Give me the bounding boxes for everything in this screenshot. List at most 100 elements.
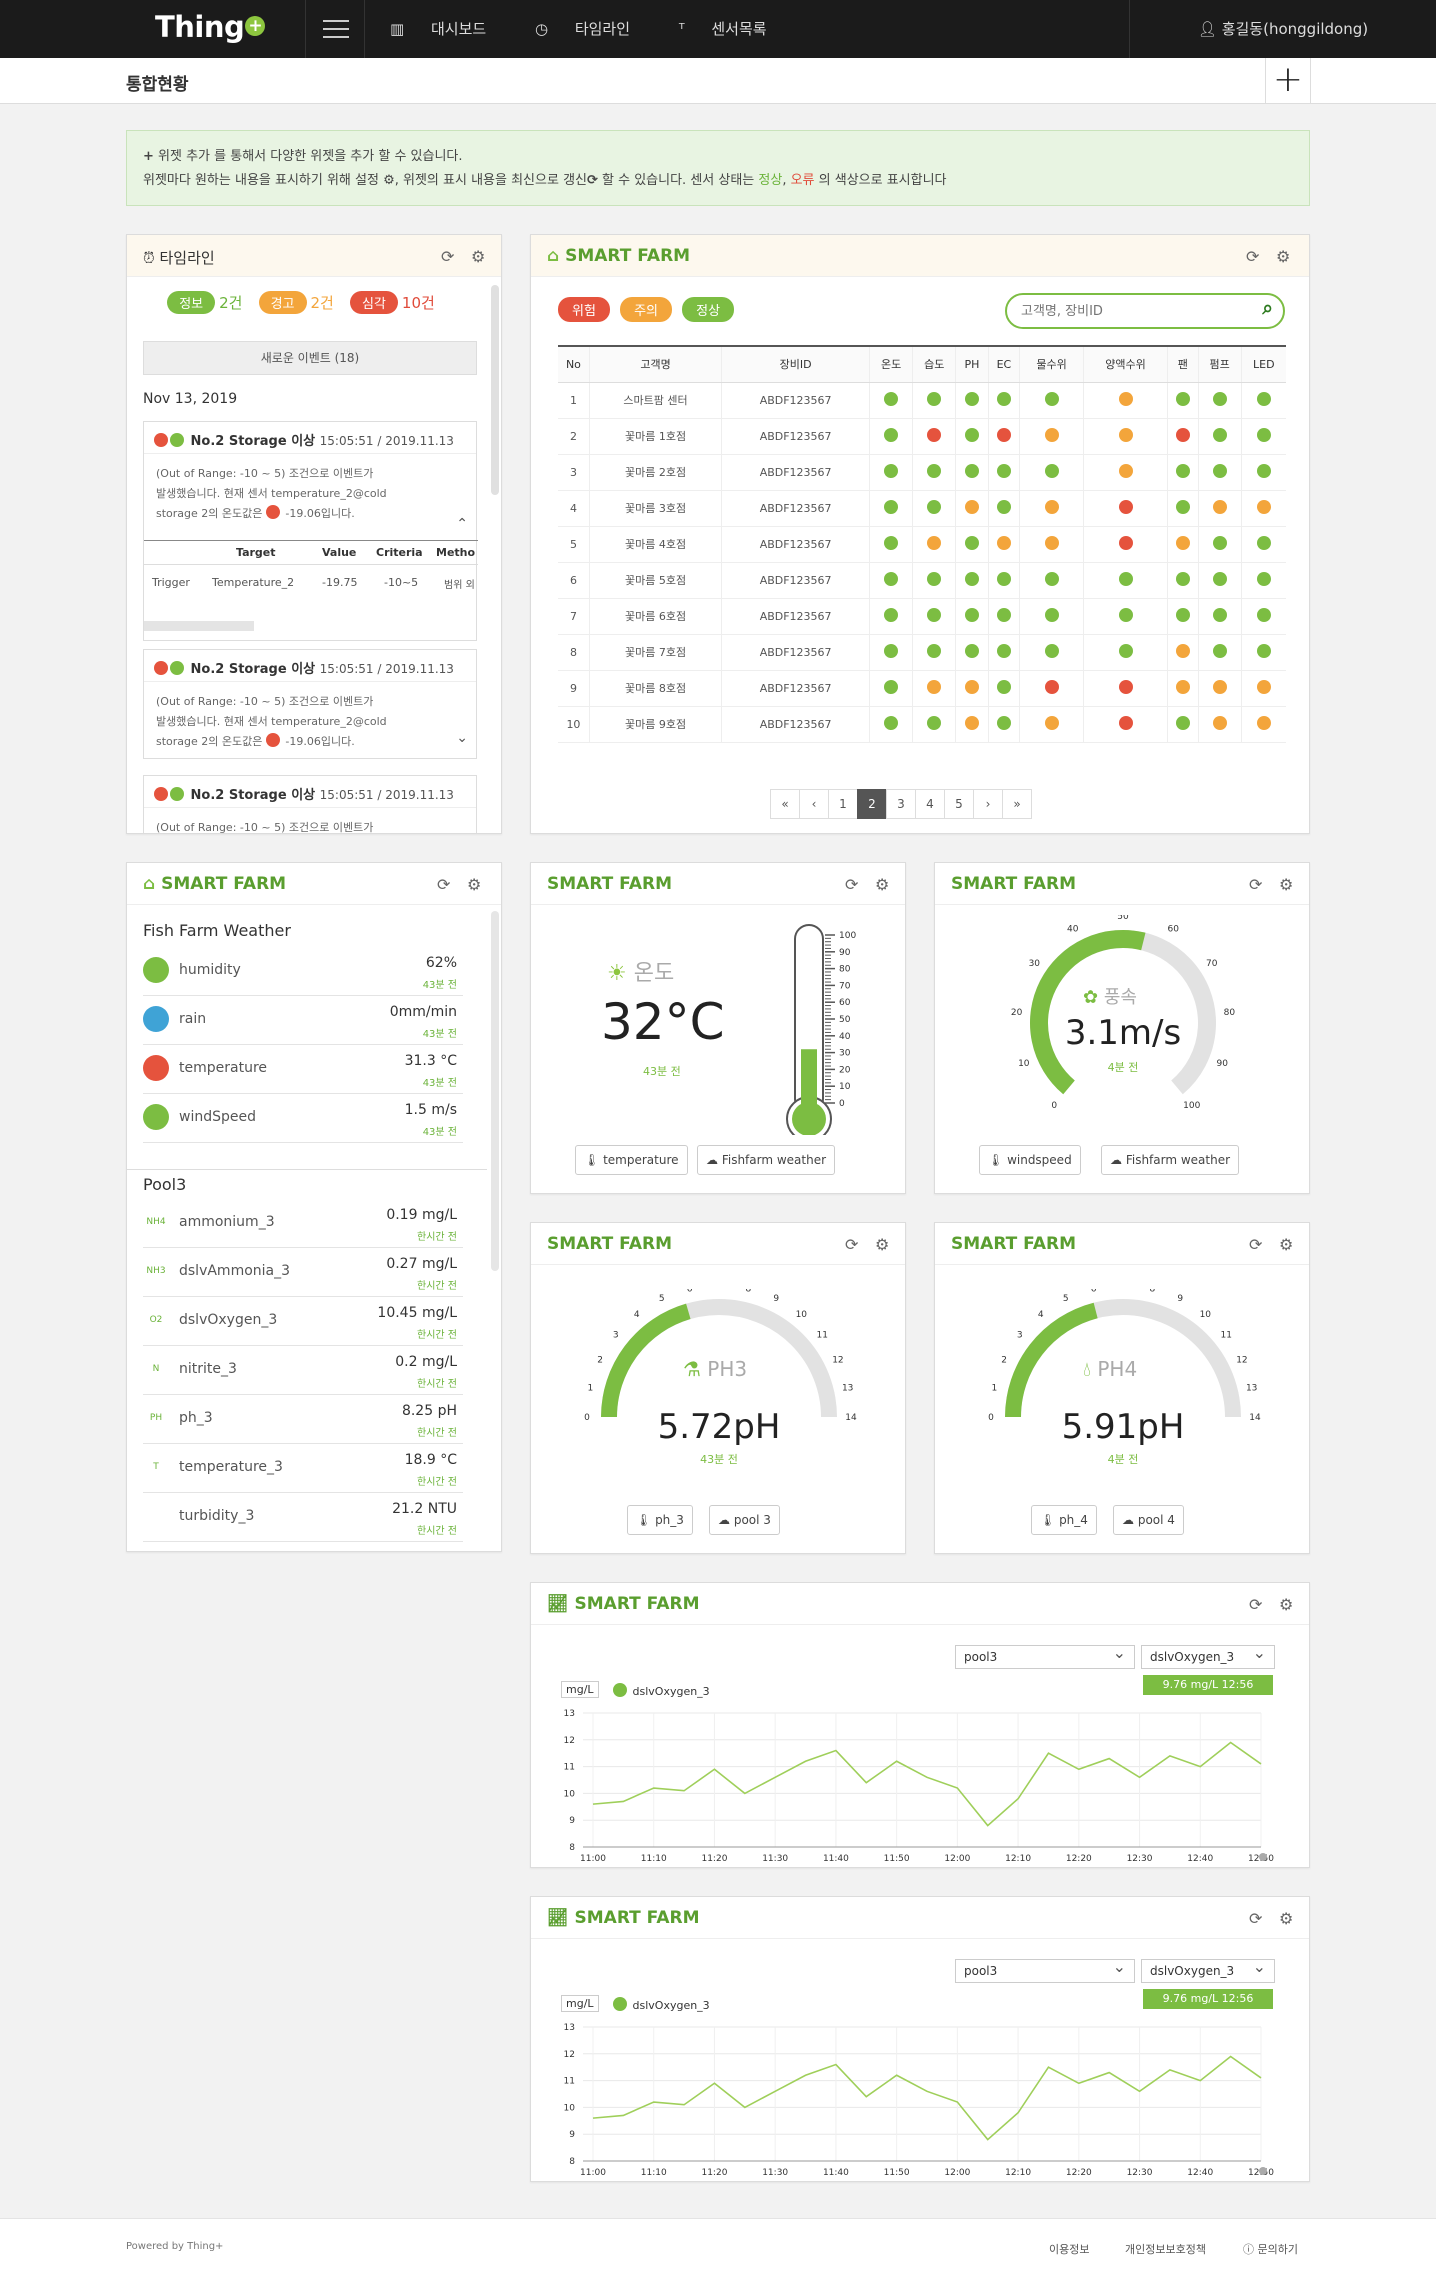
nav-sensors[interactable]: ᵀ 센서목록 bbox=[678, 20, 767, 38]
status-dot bbox=[996, 391, 1011, 406]
tick-label: 5 bbox=[1063, 1294, 1069, 1304]
sensor-tag[interactable]: 🌡︎ ph_3 bbox=[627, 1505, 693, 1535]
search-icon[interactable]: ⌕ bbox=[1262, 297, 1273, 319]
vertical-scrollbar[interactable] bbox=[491, 911, 499, 1271]
refresh-icon[interactable]: ⟳ bbox=[437, 875, 451, 894]
table-row[interactable]: 7 꽃마름 6호점 ABDF123567 bbox=[558, 598, 1286, 635]
refresh-icon[interactable]: ⟳ bbox=[845, 875, 859, 894]
gear-icon[interactable]: ⚙ bbox=[467, 875, 482, 894]
sensor-select[interactable]: dslvOxygen_3 bbox=[1141, 1956, 1275, 1983]
page-button[interactable]: 4 bbox=[915, 789, 945, 819]
refresh-icon[interactable]: ⟳ bbox=[1249, 1595, 1263, 1614]
device-tag[interactable]: ☁︎ pool 4 bbox=[1113, 1505, 1184, 1535]
sensor-row[interactable]: humidity 62% 43분 전 bbox=[143, 947, 463, 996]
gear-icon[interactable]: ⚙ bbox=[1279, 1235, 1294, 1254]
table-row[interactable]: 6 꽃마름 5호점 ABDF123567 bbox=[558, 562, 1286, 599]
table-row[interactable]: 5 꽃마름 4호점 ABDF123567 bbox=[558, 526, 1286, 563]
refresh-icon[interactable]: ⟳ bbox=[1249, 1909, 1263, 1928]
info-badge[interactable]: 정보 bbox=[167, 291, 216, 314]
sensor-row[interactable]: rain 0mm/min 43분 전 bbox=[143, 996, 463, 1045]
footer-link-terms[interactable]: 이용정보 bbox=[1049, 2243, 1090, 2256]
chevron-up-icon[interactable]: ⌃ bbox=[456, 516, 468, 532]
critical-badge[interactable]: 심각 bbox=[350, 291, 398, 314]
tick-label: 30 bbox=[839, 1049, 851, 1059]
page-button[interactable]: › bbox=[973, 789, 1003, 819]
page-button[interactable]: 1 bbox=[828, 789, 858, 819]
filter-caution[interactable]: 주의 bbox=[620, 297, 672, 322]
sensor-row[interactable]: O2 dslvOxygen_3 10.45 mg/L 한시간 전 bbox=[143, 1297, 463, 1346]
device-tag[interactable]: ☁︎ pool 3 bbox=[709, 1505, 780, 1535]
refresh-icon[interactable]: ⟳ bbox=[441, 247, 455, 266]
table-row[interactable]: 10 꽃마름 9호점 ABDF123567 bbox=[558, 706, 1286, 743]
search-input[interactable] bbox=[1021, 301, 1231, 321]
filter-danger[interactable]: 위험 bbox=[558, 297, 610, 322]
gear-icon[interactable]: ⚙ bbox=[1279, 1909, 1294, 1928]
sensor-row[interactable]: NH4 ammonium_3 0.19 mg/L 한시간 전 bbox=[143, 1199, 463, 1248]
tick-label: 12 bbox=[832, 1356, 843, 1366]
sensor-tag[interactable]: 🌡︎ windspeed bbox=[979, 1145, 1081, 1175]
refresh-icon[interactable]: ⟳ bbox=[1249, 1235, 1263, 1254]
table-row[interactable]: 2 꽃마름 1호점 ABDF123567 bbox=[558, 418, 1286, 455]
page-button[interactable]: 3 bbox=[886, 789, 916, 819]
device-icon: ☁︎ bbox=[718, 1513, 730, 1527]
table-row[interactable]: 1 스마트팜 센터 ABDF123567 bbox=[558, 382, 1286, 419]
device-tag[interactable]: ☁︎ Fishfarm weather bbox=[697, 1145, 836, 1175]
hamburger-menu-button[interactable] bbox=[305, 0, 365, 58]
filter-normal[interactable]: 정상 bbox=[682, 297, 735, 322]
chevron-down-icon[interactable]: ⌄ bbox=[456, 730, 468, 746]
status-dot bbox=[1044, 715, 1059, 730]
add-widget-button[interactable]: + bbox=[1265, 58, 1311, 104]
sensor-row[interactable]: turbidity_3 21.2 NTU 한시간 전 bbox=[143, 1493, 463, 1542]
app-logo[interactable]: Thing + bbox=[155, 10, 266, 44]
y-tick-label: 11 bbox=[564, 2077, 575, 2087]
device-select[interactable]: pool3 bbox=[955, 1642, 1135, 1669]
page-button[interactable]: ‹ bbox=[799, 789, 829, 819]
device-select[interactable]: pool3 bbox=[955, 1956, 1135, 1983]
table-cell: ABDF123567 bbox=[721, 562, 870, 599]
table-row[interactable]: 9 꽃마름 8호점 ABDF123567 bbox=[558, 670, 1286, 707]
sensor-row[interactable]: NH3 dslvAmmonia_3 0.27 mg/L 한시간 전 bbox=[143, 1248, 463, 1297]
vertical-scrollbar[interactable] bbox=[491, 285, 499, 495]
table-row[interactable]: 8 꽃마름 7호점 ABDF123567 bbox=[558, 634, 1286, 671]
warning-badge[interactable]: 경고 bbox=[258, 291, 307, 314]
footer-link-contact[interactable]: ⓘ 문의하기 bbox=[1243, 2243, 1298, 2256]
gear-icon[interactable]: ⚙ bbox=[1279, 875, 1294, 894]
refresh-icon[interactable]: ⟳ bbox=[1246, 247, 1260, 266]
table-row[interactable]: 4 꽃마름 3호점 ABDF123567 bbox=[558, 490, 1286, 527]
gear-icon[interactable]: ⚙ bbox=[875, 875, 890, 894]
sensor-tag[interactable]: 🌡︎ temperature bbox=[575, 1145, 688, 1175]
fan-icon: ✿ bbox=[1083, 987, 1099, 1008]
status-dot bbox=[1212, 463, 1227, 478]
event-card[interactable]: No.2 Storage 이상 15:05:51 / 2019.11.13 (O… bbox=[143, 421, 478, 641]
gear-icon[interactable]: ⚙ bbox=[1276, 247, 1291, 266]
refresh-icon[interactable]: ⟳ bbox=[1249, 875, 1263, 894]
status-cell bbox=[1167, 526, 1199, 563]
horizontal-scrollbar[interactable] bbox=[144, 621, 254, 631]
ph-value: 5.72pH bbox=[657, 1407, 781, 1447]
sensor-row[interactable]: windSpeed 1.5 m/s 43분 전 bbox=[143, 1094, 463, 1143]
refresh-icon[interactable]: ⟳ bbox=[845, 1235, 859, 1254]
gear-icon[interactable]: ⚙ bbox=[875, 1235, 890, 1254]
user-menu[interactable]: 👤︎ 홍길동(honggildong) bbox=[1129, 0, 1436, 58]
event-card[interactable]: No.2 Storage 이상 15:05:51 / 2019.11.13 (O… bbox=[143, 649, 477, 759]
sensor-select[interactable]: dslvOxygen_3 bbox=[1141, 1642, 1275, 1669]
table-row[interactable]: 3 꽃마름 2호점 ABDF123567 bbox=[558, 454, 1286, 491]
gear-icon[interactable]: ⚙ bbox=[1279, 1595, 1294, 1614]
event-card[interactable]: No.2 Storage 이상 15:05:51 / 2019.11.13 (O… bbox=[143, 775, 477, 833]
page-button[interactable]: 2 bbox=[857, 789, 887, 819]
page-button[interactable]: » bbox=[1002, 789, 1032, 819]
sensor-tag[interactable]: 🌡︎ ph_4 bbox=[1031, 1505, 1097, 1535]
page-button[interactable]: 5 bbox=[944, 789, 974, 819]
new-events-button[interactable]: 새로운 이벤트 (18) bbox=[143, 341, 477, 375]
nav-dashboard[interactable]: ▥ 대시보드 bbox=[390, 20, 487, 38]
footer-link-privacy[interactable]: 개인정보보호정책 bbox=[1125, 2243, 1206, 2256]
gear-icon[interactable]: ⚙ bbox=[471, 247, 486, 266]
device-tag[interactable]: ☁︎ Fishfarm weather bbox=[1101, 1145, 1240, 1175]
nav-timeline[interactable]: ◷ 타임라인 bbox=[534, 20, 631, 38]
page-button[interactable]: « bbox=[770, 789, 800, 819]
sensor-row[interactable]: PH ph_3 8.25 pH 한시간 전 bbox=[143, 1395, 463, 1444]
sensor-row[interactable]: temperature 31.3 °C 43분 전 bbox=[143, 1045, 463, 1094]
status-cell bbox=[1240, 634, 1286, 671]
